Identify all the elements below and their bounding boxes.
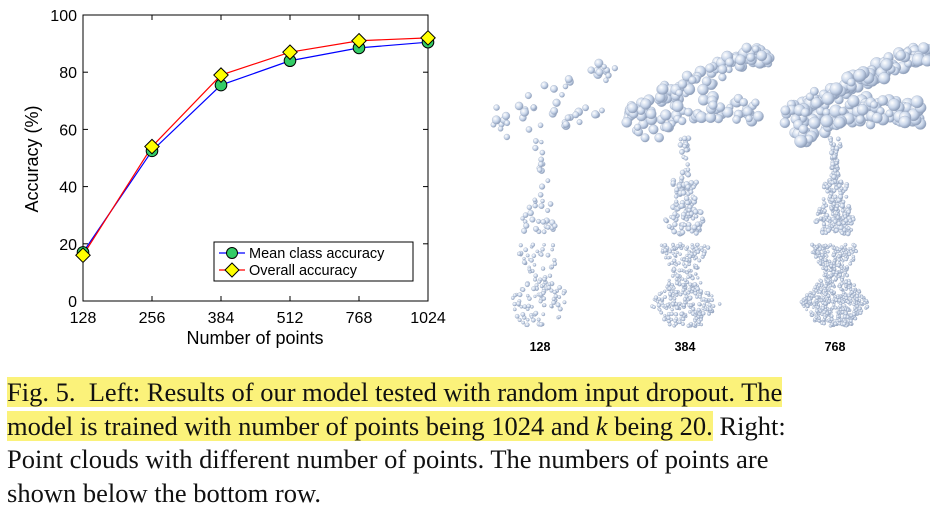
- series-line-mean-class-accuracy: [82, 41, 429, 253]
- guitar-cloud-128: [520, 138, 558, 235]
- airplane-cloud-128: [490, 58, 618, 141]
- y-tick-label: 80: [59, 65, 77, 82]
- y-tick-label: 20: [59, 237, 77, 254]
- x-tick-label: 1024: [410, 310, 446, 327]
- caption-line-1-text: Left: Results of our model tested with r…: [88, 377, 783, 407]
- caption-line-3: Point clouds with different number of po…: [7, 444, 769, 474]
- y-tick-label: 0: [68, 294, 77, 311]
- chart-series: [75, 29, 436, 264]
- vase-cloud-128: [510, 242, 567, 328]
- x-tick-label: 512: [277, 310, 304, 327]
- airplane-cloud-384: [621, 42, 775, 143]
- caption-k-variable: k: [595, 410, 608, 441]
- data-point-overall-accuracy: [213, 67, 229, 83]
- data-point-overall-accuracy: [420, 29, 436, 46]
- legend-label-mean: Mean class accuracy: [249, 246, 385, 262]
- column-label-128: 128: [530, 340, 551, 354]
- column-label-768: 768: [825, 340, 846, 354]
- caption-line-2-c: Right:: [712, 410, 786, 441]
- x-tick-label: 768: [346, 310, 373, 327]
- data-point-overall-accuracy: [144, 138, 160, 155]
- figure-caption: Fig. 5. Left: Results of our model teste…: [7, 376, 929, 510]
- y-tick-label: 100: [50, 8, 77, 25]
- chart-ticks: 128 256 384 512 768 1024 0 20 40 60 80 100: [50, 8, 446, 327]
- series-line-overall-accuracy: [82, 37, 429, 256]
- x-tick-label: 256: [139, 310, 166, 327]
- guitar-cloud-384: [663, 135, 706, 237]
- accuracy-chart: 128 256 384 512 768 1024 0 20 40 60 80 100 Number o…: [22, 8, 446, 348]
- legend-label-overall: Overall accuracy: [249, 263, 358, 279]
- plot-frame: [82, 14, 429, 302]
- x-tick-label: 128: [70, 310, 97, 327]
- y-axis-label: Accuracy (%): [22, 105, 42, 212]
- vase-cloud-768: [799, 242, 870, 328]
- vase-cloud-384: [650, 242, 722, 329]
- caption-fig-label: Fig. 5.: [7, 377, 76, 407]
- legend-box: [213, 241, 414, 282]
- y-tick-label: 40: [59, 180, 77, 197]
- caption-line-2-b: being 20.: [607, 410, 713, 441]
- y-tick-label: 60: [59, 122, 77, 139]
- x-tick-label: 384: [208, 310, 235, 327]
- data-point-overall-accuracy: [75, 247, 91, 264]
- legend-marker-overall: [224, 262, 240, 278]
- legend-marker-mean: [226, 247, 238, 259]
- point-cloud-figure: 128 384 768: [490, 42, 930, 354]
- caption-line-2-a: model is trained with number of points b…: [7, 410, 596, 441]
- legend: Mean class accuracy Overall accuracy: [213, 241, 414, 282]
- column-label-384: 384: [675, 340, 696, 354]
- guitar-cloud-768: [813, 136, 856, 237]
- data-point-overall-accuracy: [282, 44, 298, 61]
- airplane-cloud-768: [779, 42, 930, 148]
- data-point-overall-accuracy: [351, 32, 367, 49]
- caption-line-2: model is trained with number of points b…: [7, 410, 929, 444]
- chart-axes: [82, 14, 429, 302]
- caption-line-1: Fig. 5. Left: Results of our model teste…: [7, 376, 929, 410]
- x-axis-label: Number of points: [186, 328, 323, 348]
- caption-line-4: shown below the bottom row.: [7, 477, 322, 508]
